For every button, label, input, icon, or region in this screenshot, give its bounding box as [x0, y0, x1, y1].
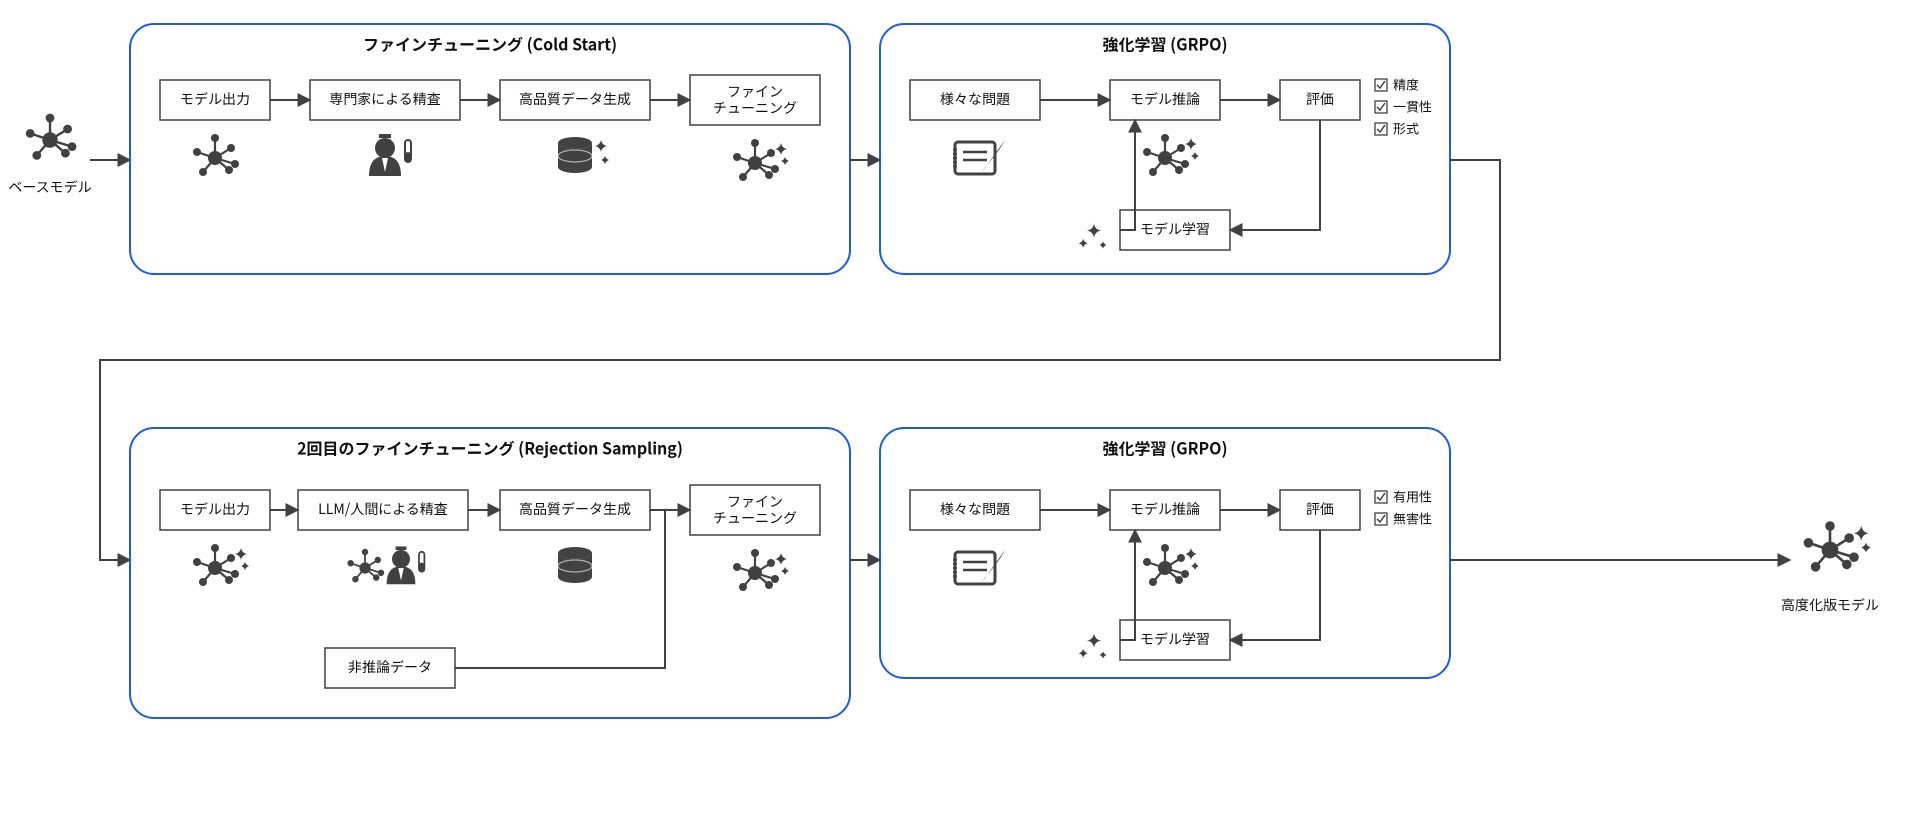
base-model-label: ベースモデル — [8, 177, 91, 197]
checkbox-icon — [1375, 101, 1387, 113]
expert-icon — [387, 546, 425, 584]
check-icon — [1377, 515, 1385, 522]
node-label-g3n5: 非推論データ — [348, 657, 432, 677]
node-label-g1n2: 専門家による精査 — [329, 89, 441, 109]
network-icon — [733, 549, 789, 591]
network-icon — [193, 544, 249, 586]
checklist-item: 形式 — [1393, 119, 1419, 138]
node-label-g1n1: モデル出力 — [180, 89, 250, 109]
checkbox-icon — [1375, 513, 1387, 525]
advanced-model-label: 高度化版モデル — [1781, 595, 1879, 615]
checklist-item: 精度 — [1393, 75, 1419, 94]
node-label-g2n4: モデル学習 — [1140, 219, 1210, 239]
network-icon — [733, 139, 789, 181]
checkbox-icon — [1375, 491, 1387, 503]
edge-g3n5-g3n3 — [455, 510, 665, 668]
group-title-g3: 2回目のファインチューニング (Rejection Sampling) — [297, 435, 683, 459]
checklist-item: 一貫性 — [1393, 97, 1432, 116]
node-label-g4n2: モデル推論 — [1130, 499, 1200, 519]
node-label-g1n3: 高品質データ生成 — [519, 89, 631, 109]
notepad-icon — [953, 140, 1005, 174]
group-title-g2: 強化学習 (GRPO) — [1102, 31, 1227, 55]
checkbox-icon — [1375, 123, 1387, 135]
checkbox-icon — [1375, 79, 1387, 91]
network-icon — [1804, 521, 1871, 571]
group-title-g1: ファインチューニング (Cold Start) — [363, 31, 617, 55]
check-icon — [1377, 103, 1385, 110]
expert-icon — [369, 134, 411, 176]
node-label-g3n1: モデル出力 — [180, 499, 250, 519]
network-icon — [347, 549, 384, 583]
node-label-g4n3: 評価 — [1306, 499, 1334, 519]
database-icon — [558, 547, 592, 583]
check-icon — [1377, 81, 1385, 88]
node-label-g4n4: モデル学習 — [1140, 629, 1210, 649]
check-icon — [1377, 493, 1385, 500]
checklist-item: 無害性 — [1393, 509, 1432, 528]
node-label-g2n2: モデル推論 — [1130, 89, 1200, 109]
group-g1 — [130, 24, 850, 274]
network-icon — [1143, 134, 1199, 176]
node-label-g3n3: 高品質データ生成 — [519, 499, 631, 519]
network-icon — [1143, 544, 1199, 586]
edge-g4n3-g4n4 — [1230, 530, 1320, 640]
node-label-g2n3: 評価 — [1306, 89, 1334, 109]
node-label-g3n2: LLM/人間による精査 — [318, 499, 448, 519]
database-icon — [558, 137, 609, 173]
node-label-g4n1: 様々な問題 — [940, 499, 1010, 519]
check-icon — [1377, 125, 1385, 132]
network-icon — [26, 114, 77, 160]
checklist-item: 有用性 — [1393, 487, 1432, 506]
network-icon — [193, 134, 239, 176]
notepad-icon — [953, 550, 1005, 584]
edge-g2n3-g2n4 — [1230, 120, 1320, 230]
sparkles-icon — [1079, 633, 1107, 658]
sparkles-icon — [1079, 223, 1107, 248]
node-label-g2n1: 様々な問題 — [940, 89, 1010, 109]
group-title-g4: 強化学習 (GRPO) — [1102, 435, 1227, 459]
